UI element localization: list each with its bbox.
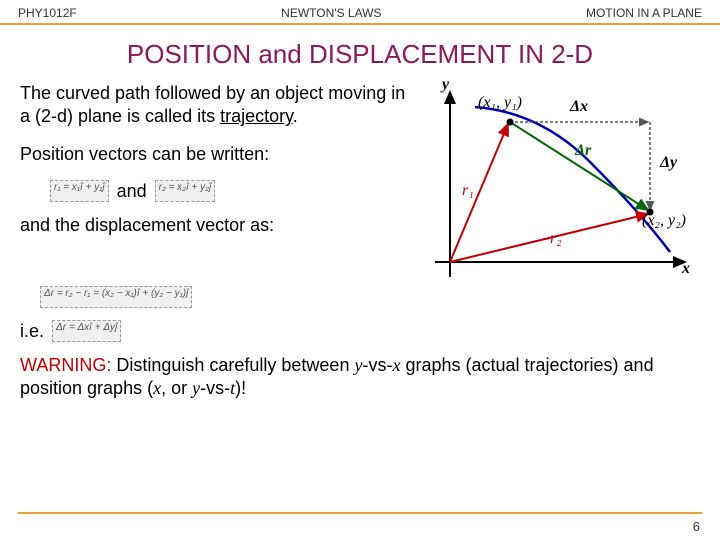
paragraph-position-vectors: Position vectors can be written: (20, 143, 410, 166)
warning-t1: Distinguish carefully between (111, 355, 354, 375)
trajectory-curve (475, 107, 670, 252)
warning-label: WARNING: (20, 355, 111, 375)
paragraph-displacement: and the displacement vector as: (20, 214, 410, 237)
warning-vs2: -vs- (200, 378, 230, 398)
header-center: NEWTON'S LAWS (281, 6, 381, 20)
warning-t3: , or (161, 378, 192, 398)
r1-label: r₁ (462, 182, 474, 200)
footer-rule (18, 512, 702, 514)
equation-delta-r: Δr = r₂ − r₁ = (x₂ − x₁)î + (y₂ − y₁)ĵ (40, 286, 192, 308)
trajectory-diagram: y x (x₁, y₁) (x₂, y₂) Δx Δy Δr r₁ r₂ (420, 82, 700, 292)
r2-label: r₂ (550, 230, 562, 248)
header-left: PHY1012F (18, 6, 77, 20)
equation-delta-r-short: Δr = Δxî + Δyĵ (52, 320, 121, 342)
content-area: The curved path followed by an object mo… (0, 82, 720, 342)
warning-t4: )! (235, 378, 246, 398)
equation-row-ie: i.e. Δr = Δxî + Δyĵ (20, 320, 700, 342)
paragraph-trajectory: The curved path followed by an object mo… (20, 82, 410, 129)
text-ie: i.e. (20, 321, 44, 342)
r2-vector (450, 214, 648, 262)
warning-y2: y (192, 378, 200, 398)
text-trajectory-word: trajectory (220, 106, 293, 126)
p2-label: (x₂, y₂) (642, 212, 686, 230)
r1-vector (450, 124, 508, 262)
warning-paragraph: WARNING: Distinguish carefully between y… (0, 354, 720, 401)
slide-title: POSITION and DISPLACEMENT IN 2-D (0, 25, 720, 82)
text-and: and (117, 181, 147, 202)
text-p1c: . (293, 106, 298, 126)
dr-label: Δr (575, 142, 591, 160)
x-axis-label: x (682, 260, 690, 278)
text-p1a: The curved path followed by an object mo… (20, 83, 405, 126)
equation-r2: r₂ = x₂î + y₂ĵ (155, 180, 216, 202)
page-number: 6 (693, 519, 700, 534)
dy-label: Δy (660, 154, 677, 172)
warning-x2: x (153, 378, 161, 398)
p1-label: (x₁, y₁) (478, 94, 522, 112)
equation-row-r1-r2: r₁ = x₁î + y₁ĵ and r₂ = x₂î + y₂ĵ (20, 180, 410, 202)
y-axis-label: y (442, 76, 449, 94)
delta-r-vector (510, 122, 648, 210)
warning-vs1: -vs- (362, 355, 392, 375)
header-right: MOTION IN A PLANE (586, 6, 702, 20)
slide-header: PHY1012F NEWTON'S LAWS MOTION IN A PLANE (0, 0, 720, 25)
equation-r1: r₁ = x₁î + y₁ĵ (50, 180, 109, 202)
point-p1 (507, 119, 514, 126)
dx-label: Δx (570, 98, 588, 116)
